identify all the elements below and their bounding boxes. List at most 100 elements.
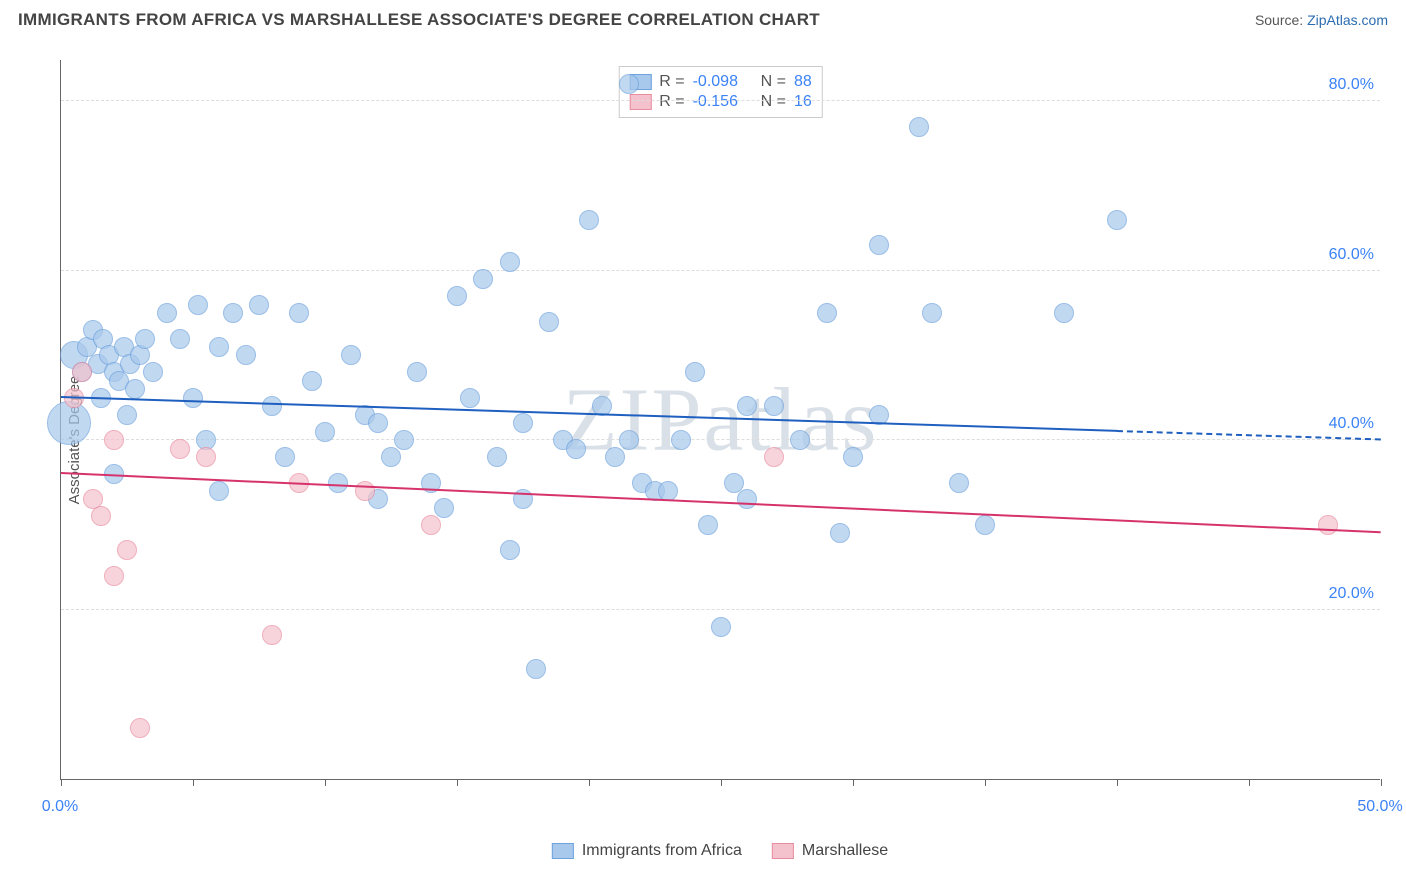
africa-point — [460, 388, 480, 408]
africa-point — [671, 430, 691, 450]
legend-item-africa: Immigrants from Africa — [552, 842, 742, 860]
marshallese-point — [421, 515, 441, 535]
africa-point — [619, 430, 639, 450]
y-tick-label: 20.0% — [1329, 585, 1374, 603]
africa-point — [817, 303, 837, 323]
africa-point — [262, 396, 282, 416]
africa-point — [513, 413, 533, 433]
africa-point — [135, 329, 155, 349]
gridline — [61, 270, 1380, 271]
legend-label: Marshallese — [802, 842, 888, 860]
marshallese-point — [104, 430, 124, 450]
africa-point — [117, 405, 137, 425]
marshallese-point — [262, 625, 282, 645]
africa-point — [223, 303, 243, 323]
africa-point — [487, 447, 507, 467]
legend-item-marshallese: Marshallese — [772, 842, 888, 860]
africa-point — [922, 303, 942, 323]
africa-point — [500, 540, 520, 560]
africa-point — [790, 430, 810, 450]
africa-point — [1054, 303, 1074, 323]
africa-point — [249, 295, 269, 315]
stats-row-africa: R = -0.098 N = 88 — [629, 73, 811, 91]
x-tick-label: 0.0% — [42, 798, 78, 816]
africa-point — [830, 523, 850, 543]
x-tick — [589, 779, 590, 786]
africa-swatch-icon — [552, 843, 574, 859]
marshallese-point — [104, 566, 124, 586]
africa-point — [289, 303, 309, 323]
africa-point — [711, 617, 731, 637]
marshallese-point — [170, 439, 190, 459]
africa-point — [236, 345, 256, 365]
x-tick — [61, 779, 62, 786]
africa-point — [394, 430, 414, 450]
marshallese-swatch-icon — [772, 843, 794, 859]
trend-line — [61, 472, 1381, 533]
x-tick — [457, 779, 458, 786]
africa-point — [188, 295, 208, 315]
africa-point — [447, 286, 467, 306]
africa-point — [975, 515, 995, 535]
africa-point — [302, 371, 322, 391]
n-label: N = — [761, 73, 786, 91]
marshallese-point — [130, 718, 150, 738]
r-value: -0.098 — [693, 73, 753, 91]
africa-point — [949, 473, 969, 493]
africa-point — [843, 447, 863, 467]
africa-point — [328, 473, 348, 493]
source-prefix: Source: — [1255, 12, 1307, 28]
africa-point — [579, 210, 599, 230]
gridline — [61, 439, 1380, 440]
stats-row-marshallese: R =-0.156N =16 — [629, 93, 811, 111]
africa-point — [737, 489, 757, 509]
africa-point — [209, 481, 229, 501]
africa-point — [170, 329, 190, 349]
africa-point — [724, 473, 744, 493]
x-tick — [1249, 779, 1250, 786]
africa-point — [909, 117, 929, 137]
africa-point — [368, 413, 388, 433]
r-label: R = — [659, 73, 684, 91]
x-tick — [721, 779, 722, 786]
africa-point — [183, 388, 203, 408]
africa-point — [157, 303, 177, 323]
y-tick-label: 80.0% — [1329, 76, 1374, 94]
africa-point — [341, 345, 361, 365]
africa-point — [500, 252, 520, 272]
africa-point — [275, 447, 295, 467]
marshallese-point — [355, 481, 375, 501]
plot-region: ZIPatlas R =-0.098N =88R =-0.156N =16 20… — [60, 60, 1380, 780]
africa-point — [473, 269, 493, 289]
marshallese-point — [1318, 515, 1338, 535]
r-value: -0.156 — [693, 93, 753, 111]
n-value: 88 — [794, 73, 812, 91]
x-tick — [1381, 779, 1382, 786]
x-tick — [985, 779, 986, 786]
chart-title: IMMIGRANTS FROM AFRICA VS MARSHALLESE AS… — [18, 10, 820, 30]
y-tick-label: 60.0% — [1329, 246, 1374, 264]
marshallese-point — [91, 506, 111, 526]
x-tick — [325, 779, 326, 786]
africa-point — [209, 337, 229, 357]
africa-point — [381, 447, 401, 467]
marshallese-point — [196, 447, 216, 467]
africa-point — [566, 439, 586, 459]
stats-legend: R =-0.098N =88R =-0.156N =16 — [618, 66, 822, 118]
africa-point — [526, 659, 546, 679]
marshallese-point — [72, 362, 92, 382]
africa-point — [539, 312, 559, 332]
source-link[interactable]: ZipAtlas.com — [1307, 12, 1388, 28]
r-label: R = — [659, 93, 684, 111]
x-tick-label: 50.0% — [1357, 798, 1402, 816]
legend-label: Immigrants from Africa — [582, 842, 742, 860]
africa-point — [685, 362, 705, 382]
x-tick — [853, 779, 854, 786]
marshallese-point — [117, 540, 137, 560]
africa-point — [47, 401, 91, 445]
gridline — [61, 609, 1380, 610]
n-value: 16 — [794, 93, 812, 111]
africa-point — [1107, 210, 1127, 230]
source-label: Source: ZipAtlas.com — [1255, 12, 1388, 28]
africa-point — [143, 362, 163, 382]
